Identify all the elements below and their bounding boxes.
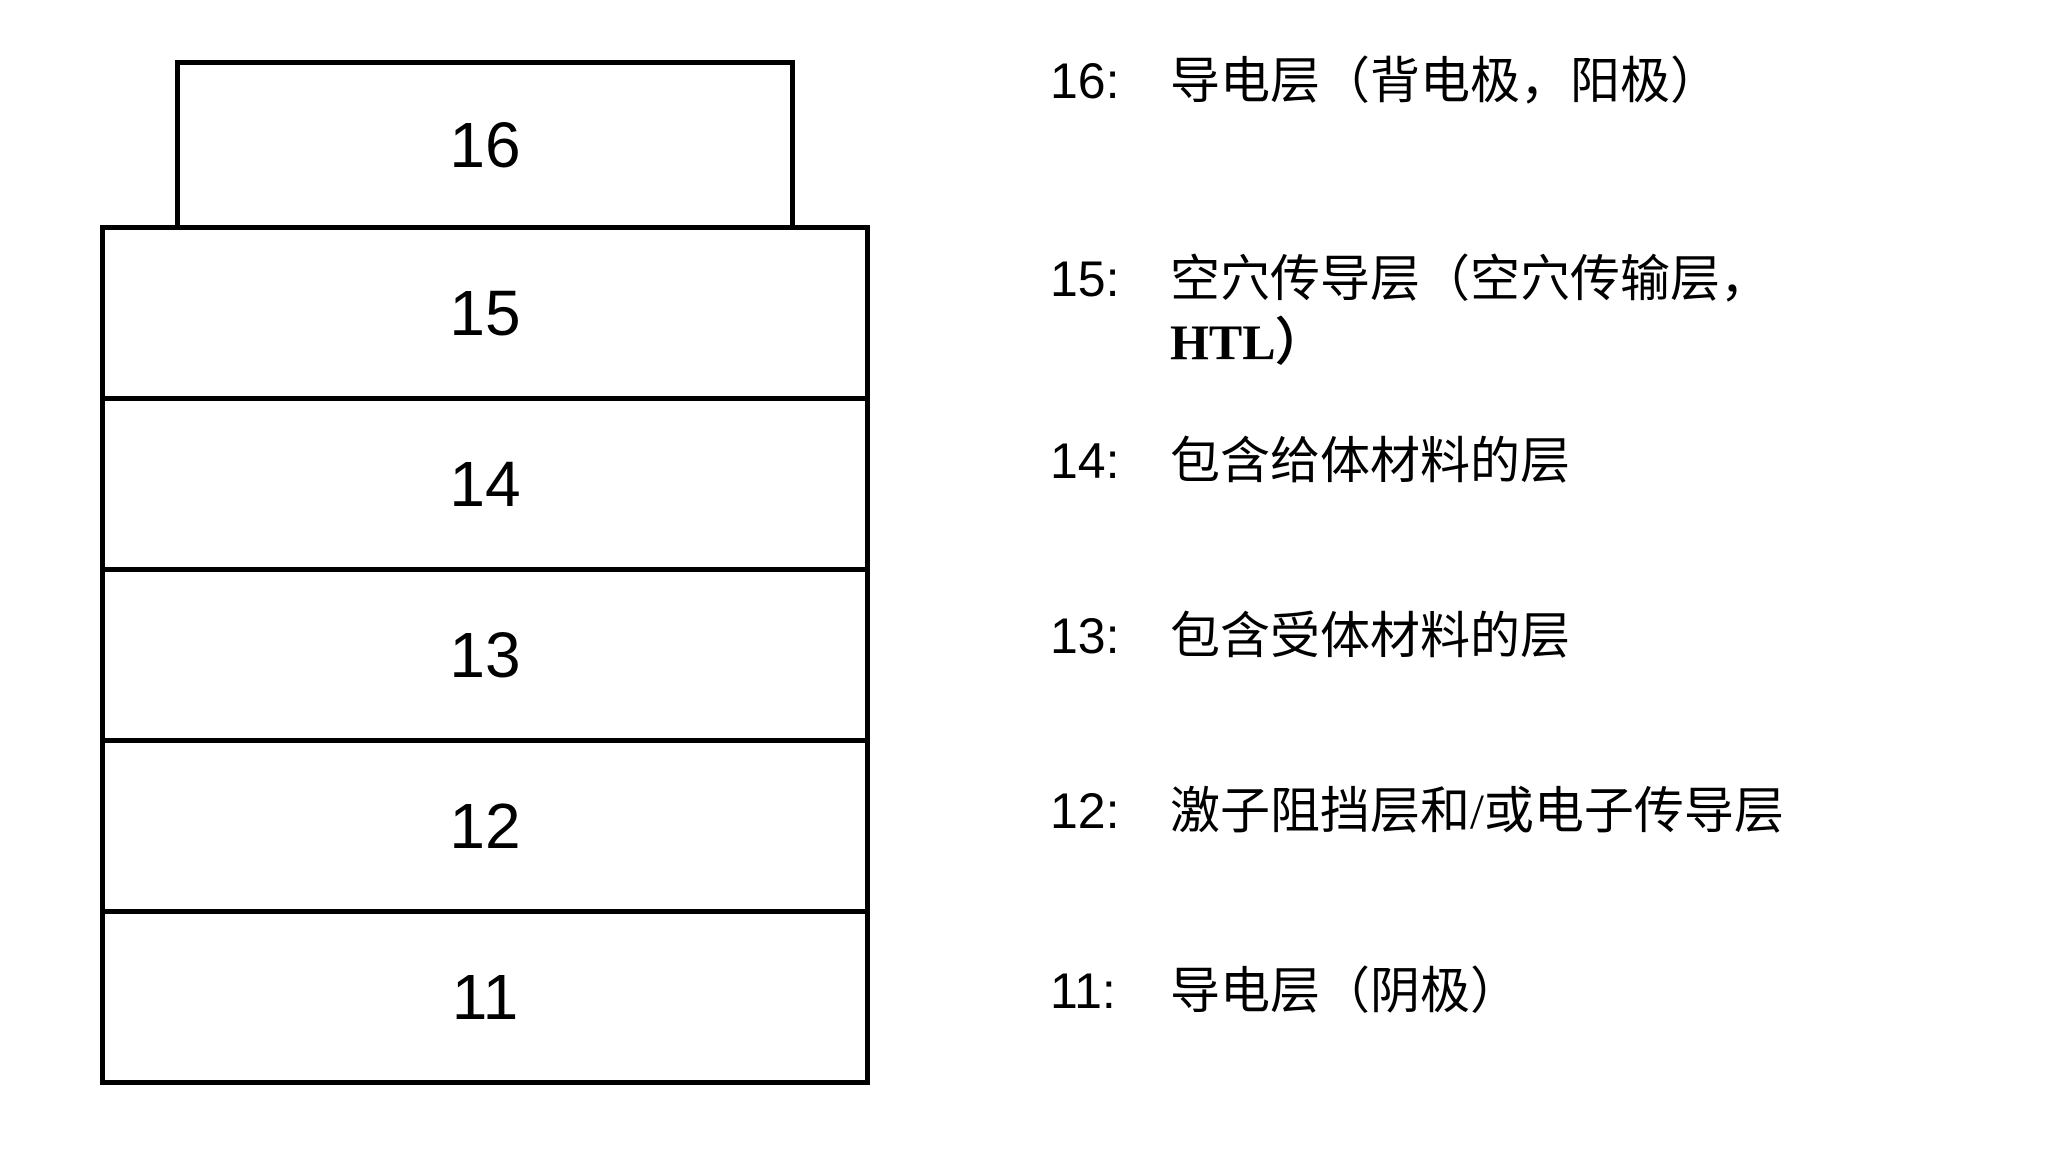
page-root: 16 15 14 13 12 11 16: 导电层（背电极，阳极） 15: 空穴… [0,0,2051,1173]
legend-num: 14: [1050,430,1140,493]
legend-num: 16: [1050,50,1140,113]
layer-label: 11 [452,960,518,1034]
legend-row-12: 12: 激子阻挡层和/或电子传导层 [1050,780,1784,843]
layer-label: 16 [449,108,520,182]
legend-num: 12: [1050,780,1140,843]
legend-row-11: 11: 导电层（阴极） [1050,960,1520,1023]
legend-text-latin: HTL） [1170,314,1326,370]
layer-label: 13 [449,618,520,692]
legend-num: 15: [1050,248,1140,311]
legend-text: 空穴传导层（空穴传输层， HTL） [1170,248,1770,373]
legend-text-line1: 空穴传导层（空穴传输层， [1170,251,1770,307]
legend-row-13: 13: 包含受体材料的层 [1050,605,1570,668]
legend-text: 激子阻挡层和/或电子传导层 [1170,780,1784,843]
layer-14: 14 [100,396,870,572]
layer-11: 11 [100,909,870,1085]
layer-16: 16 [175,60,795,230]
layer-label: 15 [449,276,520,350]
legend-num: 13: [1050,605,1140,668]
legend-text: 导电层（阴极） [1170,960,1520,1023]
legend-num: 11: [1050,960,1140,1023]
layer-15: 15 [100,225,870,401]
layer-label: 12 [449,789,520,863]
layer-stack-diagram: 16 15 14 13 12 11 [100,60,870,1085]
layer-12: 12 [100,738,870,914]
legend-row-16: 16: 导电层（背电极，阳极） [1050,50,1720,113]
legend-row-15: 15: 空穴传导层（空穴传输层， HTL） [1050,248,1770,373]
legend-text: 导电层（背电极，阳极） [1170,50,1720,113]
layer-label: 14 [449,447,520,521]
layer-13: 13 [100,567,870,743]
legend-text: 包含给体材料的层 [1170,430,1570,493]
legend-text: 包含受体材料的层 [1170,605,1570,668]
legend-row-14: 14: 包含给体材料的层 [1050,430,1570,493]
